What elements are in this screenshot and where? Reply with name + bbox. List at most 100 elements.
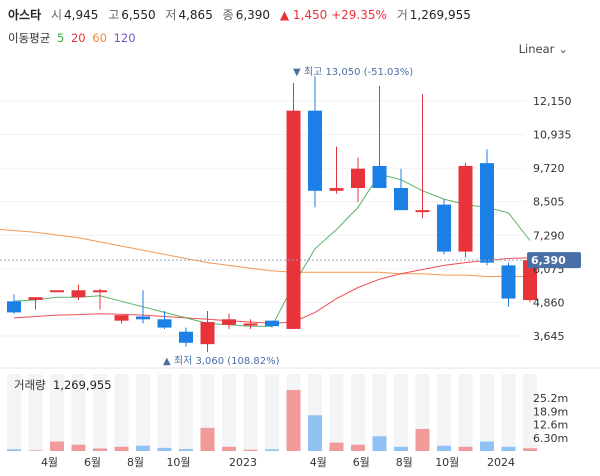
volume-bg-bar (114, 374, 129, 451)
candle (308, 76, 322, 208)
candle-body (28, 297, 43, 300)
volume-bar (136, 445, 150, 451)
low-annotation: ▲ 최저 3,060 (108.82%) (163, 355, 280, 367)
candle-body (351, 168, 365, 189)
volume-tick-label: 12.6m (533, 419, 568, 432)
candle-body (7, 301, 21, 313)
volume-bar (28, 450, 43, 451)
volume-bg-bar (437, 374, 451, 451)
candle-body (501, 265, 516, 299)
candle-body (329, 188, 344, 191)
volume-bg-bar (480, 374, 494, 451)
close-label: 종 (222, 8, 234, 22)
volume-bar (114, 446, 129, 451)
current-price-label: 6,390 (531, 254, 566, 267)
volume-tick-label: 25.2m (533, 392, 568, 405)
candle (28, 297, 43, 310)
candle-body (415, 210, 430, 213)
moving-average-lines (0, 173, 531, 327)
volume-bg-bar (501, 374, 516, 451)
candle (93, 288, 107, 310)
candle-body (372, 165, 387, 189)
candle-body (265, 320, 279, 327)
candle (200, 310, 215, 353)
volume-label: 거 (396, 8, 408, 22)
volume-bar (372, 436, 387, 451)
volume-bg-bar (243, 374, 258, 451)
volume-bg-bar (7, 374, 21, 451)
volume-bar (93, 448, 107, 451)
time-tick-label: 2023 (229, 456, 257, 469)
current-price-badge (527, 252, 581, 269)
candle-body (200, 322, 215, 345)
candles (7, 76, 537, 353)
volume-bg-bar (200, 374, 215, 451)
time-tick-label: 4월 (41, 456, 58, 469)
high-annotation: ▼ 최고 13,050 (-51.03%) (293, 66, 413, 78)
time-tick-label: 4월 (310, 456, 327, 469)
ma20-label: 20 (70, 31, 86, 45)
volume-bg-bar (329, 374, 344, 451)
candle (351, 157, 365, 202)
candle-body (308, 110, 322, 191)
price-tick-label: 6,075 (533, 263, 565, 276)
volume-bar (286, 390, 301, 451)
high-value: 6,550 (121, 8, 156, 22)
candle-body (157, 319, 172, 328)
ma120-label: 120 (113, 31, 136, 45)
volume-value: 1,269,955 (409, 8, 471, 22)
time-tick-label: 10월 (435, 456, 459, 469)
scale-label: Linear (518, 42, 555, 56)
time-tick-label: 8월 (396, 456, 413, 469)
price-axis: 12,150 10,935 9,720 8,505 7,290 6,075 4,860 3,6… (0, 95, 581, 343)
candle-body (286, 110, 301, 329)
volume-background-bars (7, 374, 537, 451)
candle (222, 313, 236, 329)
open-label: 시 (50, 8, 62, 22)
candle (286, 83, 301, 329)
price-tick-label: 8,505 (533, 196, 565, 209)
annotations: ▼ 최고 13,050 (-51.03%) ▲ 최저 3,060 (108.82%… (163, 66, 413, 367)
candle (394, 168, 408, 211)
open-value: 4,945 (64, 8, 99, 22)
candle (329, 146, 344, 194)
candle (415, 94, 430, 219)
candle-body (243, 323, 258, 326)
volume-bar (222, 446, 236, 451)
volume-bg-bar (286, 374, 301, 451)
time-tick-label: 2024 (487, 456, 515, 469)
volume-bar (351, 444, 365, 451)
candle (7, 294, 21, 314)
candle-body (50, 290, 64, 293)
stock-name: 아스타 (8, 8, 42, 22)
chevron-down-icon: ⌄ (558, 42, 568, 56)
price-grid (0, 100, 525, 337)
volume-bar (308, 415, 322, 451)
close-value: 6,390 (235, 8, 271, 22)
price-tick-label: 12,150 (533, 95, 572, 108)
candle (480, 149, 494, 266)
candle-body (114, 315, 129, 321)
volume-bg-bar (458, 374, 473, 451)
volume-tick-label: 6.30m (533, 432, 568, 445)
ma-legend[interactable]: 이동평균 5 20 60 120 (8, 30, 139, 46)
candle (71, 284, 86, 300)
candle-body (136, 316, 150, 320)
volume-bar (157, 447, 172, 451)
scale-toggle[interactable]: Linear ⌄ (519, 42, 568, 56)
volume-bg-bar (523, 374, 537, 451)
candle (437, 199, 451, 255)
low-value: 4,865 (178, 8, 213, 22)
volume-bar (265, 449, 279, 451)
volume-bar (179, 449, 193, 451)
ma60-line (0, 229, 530, 277)
volume-bg-bar (222, 374, 236, 451)
candle (458, 163, 473, 258)
candle-body (458, 165, 473, 252)
volume-bar (71, 444, 86, 451)
candle-body (394, 188, 408, 211)
candle-body (179, 331, 193, 343)
candle-body (523, 260, 537, 301)
